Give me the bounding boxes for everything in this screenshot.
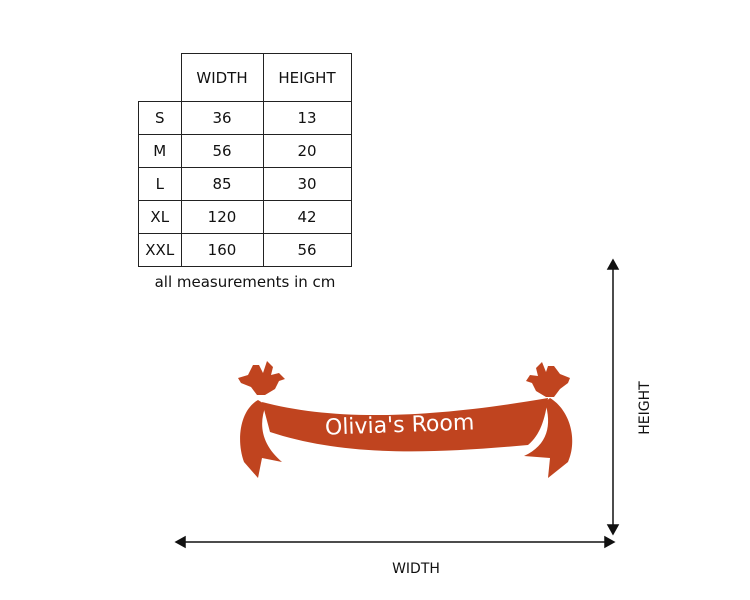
height-arrow-top-head <box>606 258 620 270</box>
measurement-caption: all measurements in cm <box>154 273 336 291</box>
table-row: L 85 30 <box>138 167 352 201</box>
header-blank <box>138 53 182 102</box>
width-cell: 85 <box>180 167 264 201</box>
width-cell: 36 <box>180 101 264 135</box>
height-cell: 56 <box>262 233 352 267</box>
size-cell: M <box>138 134 182 168</box>
size-cell: XL <box>138 200 182 234</box>
size-cell: L <box>138 167 182 201</box>
table-row: S 36 13 <box>138 101 352 135</box>
table-header-row: WIDTH HEIGHT <box>138 53 352 102</box>
right-bird-icon <box>526 362 570 397</box>
size-cell: XXL <box>138 233 182 267</box>
left-bird-icon <box>238 361 285 395</box>
width-cell: 160 <box>180 233 264 267</box>
banner-graphic <box>238 361 573 478</box>
height-label: HEIGHT <box>637 381 653 435</box>
table-row: XL 120 42 <box>138 200 352 234</box>
width-cell: 120 <box>180 200 264 234</box>
ribbon-banner <box>262 398 548 452</box>
width-label: WIDTH <box>392 561 440 577</box>
width-arrow-left-head <box>174 535 186 549</box>
height-arrow-bottom-head <box>606 524 620 536</box>
table-row: M 56 20 <box>138 134 352 168</box>
right-ribbon-tail <box>524 398 573 478</box>
left-ribbon-tail <box>240 400 282 478</box>
height-cell: 42 <box>262 200 352 234</box>
height-cell: 13 <box>262 101 352 135</box>
header-height: HEIGHT <box>262 53 352 102</box>
banner-text: Olivia's Room <box>324 410 475 441</box>
size-table: WIDTH HEIGHT S 36 13 M 56 20 L 85 30 XL 120 42 X… <box>138 53 352 267</box>
width-arrow-right-head <box>604 535 616 549</box>
table-row: XXL 160 56 <box>138 233 352 267</box>
height-cell: 20 <box>262 134 352 168</box>
